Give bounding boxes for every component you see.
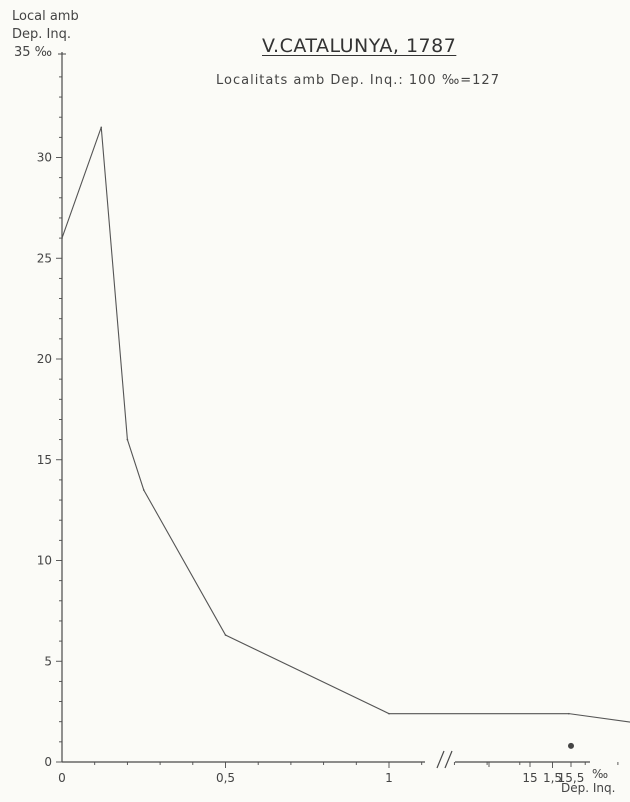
- y-axis-max-label: 35 ‰: [14, 45, 53, 60]
- y-tick-label: 15: [37, 453, 52, 467]
- chart-title: V.CATALUNYA, 1787: [262, 35, 457, 57]
- axis-break-mark: [436, 750, 445, 769]
- axes: [58, 52, 590, 769]
- y-axis-label-line2: Dep. Inq.: [12, 27, 71, 42]
- y-tick-label: 0: [44, 755, 52, 769]
- x-tick-label: 1,5: [543, 771, 562, 785]
- x-ticks: 00,511,521515,5: [58, 762, 619, 785]
- x-axis-label: Dep. Inq.: [561, 781, 616, 795]
- x-tick-label: 15,5: [558, 771, 585, 785]
- data-point: [126, 438, 129, 441]
- chart-subtitle: Localitats amb Dep. Inq.: 100 ‰=127: [216, 73, 500, 88]
- data-line: [61, 127, 630, 723]
- y-tick-label: 30: [37, 151, 52, 165]
- y-tick-label: 5: [44, 654, 52, 668]
- data-point: [61, 237, 63, 239]
- data-point: [142, 489, 145, 491]
- x-axis-unit: ‰: [592, 767, 609, 781]
- y-tick-label: 20: [37, 352, 52, 366]
- x-tick-label: 0,5: [216, 771, 235, 785]
- y-tick-label: 25: [37, 251, 52, 265]
- x-tick-label: 15: [522, 771, 537, 785]
- y-tick-label: 10: [37, 554, 52, 568]
- y-ticks: 0 5 10 15 20 25 30: [37, 76, 62, 769]
- x-tick-label: 1: [385, 771, 393, 785]
- axis-break-mark: [444, 750, 453, 769]
- data-point: [100, 126, 103, 129]
- data-point: [568, 712, 570, 715]
- series: [61, 126, 630, 749]
- data-point: [388, 712, 390, 715]
- data-point: [224, 634, 227, 636]
- y-axis-label-line1: Local amb: [12, 9, 79, 24]
- isolated-data-point: [568, 742, 574, 749]
- x-tick-label: 0: [58, 771, 66, 785]
